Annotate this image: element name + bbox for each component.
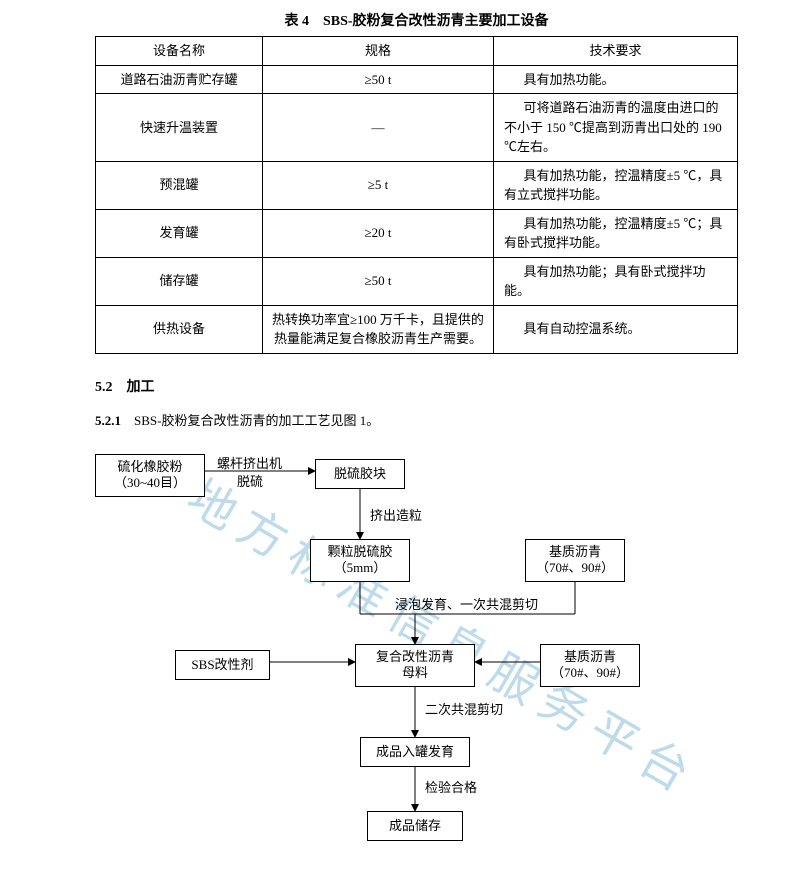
node-sbs-modifier: SBS改性剂 bbox=[175, 650, 270, 681]
para-5-2-1-text: 5.2.1 SBS-胶粉复合改性沥青的加工工艺见图 1。 bbox=[95, 413, 379, 428]
th-spec: 规格 bbox=[262, 37, 493, 66]
cell-spec: 热转换功率宜≥100 万千卡，且提供的热量能满足复合橡胶沥青生产需要。 bbox=[262, 305, 493, 353]
flowchart: 地方标准信息服务平台 bbox=[95, 449, 735, 849]
cell-spec: — bbox=[262, 94, 493, 162]
node-rubber-powder: 硫化橡胶粉 （30~40目） bbox=[95, 454, 205, 498]
node-tank-develop: 成品入罐发育 bbox=[360, 737, 470, 768]
table-row: 发育罐≥20 t具有加热功能，控温精度±5 ℃；具有卧式搅拌功能。 bbox=[96, 209, 738, 257]
cell-req: 具有自动控温系统。 bbox=[494, 305, 738, 353]
cell-name: 快速升温装置 bbox=[96, 94, 263, 162]
node-l1: 成品储存 bbox=[389, 818, 441, 833]
node-l1: 复合改性沥青 bbox=[376, 649, 454, 664]
edge-label-granulate: 挤出造粒 bbox=[370, 505, 422, 524]
edge-label-second: 二次共混剪切 bbox=[425, 699, 503, 718]
table-header-row: 设备名称 规格 技术要求 bbox=[96, 37, 738, 66]
node-l1: SBS改性剂 bbox=[191, 657, 253, 672]
table-row: 快速升温装置—可将道路石油沥青的温度由进口的不小于 150 ℃提高到沥青出口处的… bbox=[96, 94, 738, 162]
node-desulf-block: 脱硫胶块 bbox=[315, 459, 405, 490]
cell-spec: ≥50 t bbox=[262, 65, 493, 94]
th-req: 技术要求 bbox=[494, 37, 738, 66]
table-row: 储存罐≥50 t具有加热功能；具有卧式搅拌功能。 bbox=[96, 257, 738, 305]
th-name: 设备名称 bbox=[96, 37, 263, 66]
node-l2: （70#、90#） bbox=[536, 560, 614, 575]
table-row: 预混罐≥5 t具有加热功能，控温精度±5 ℃，具有立式搅拌功能。 bbox=[96, 161, 738, 209]
node-l2: （30~40目） bbox=[114, 475, 186, 490]
cell-spec: ≥5 t bbox=[262, 161, 493, 209]
edge-label-qc: 检验合格 bbox=[425, 777, 477, 796]
node-l1: 脱硫胶块 bbox=[334, 466, 386, 481]
para-5-2-1: 5.2.1 SBS-胶粉复合改性沥青的加工工艺见图 1。 bbox=[95, 410, 738, 429]
cell-req: 具有加热功能，控温精度±5 ℃；具有卧式搅拌功能。 bbox=[494, 209, 738, 257]
cell-name: 预混罐 bbox=[96, 161, 263, 209]
node-storage: 成品储存 bbox=[367, 811, 463, 842]
table-row: 供热设备热转换功率宜≥100 万千卡，且提供的热量能满足复合橡胶沥青生产需要。具… bbox=[96, 305, 738, 353]
edge-label-soak: 浸泡发育、一次共混剪切 bbox=[395, 594, 538, 613]
cell-req: 可将道路石油沥青的温度由进口的不小于 150 ℃提高到沥青出口处的 190 ℃左… bbox=[494, 94, 738, 162]
node-l2: （70#、90#） bbox=[551, 665, 629, 680]
cell-name: 道路石油沥青贮存罐 bbox=[96, 65, 263, 94]
cell-name: 供热设备 bbox=[96, 305, 263, 353]
cell-spec: ≥50 t bbox=[262, 257, 493, 305]
node-granule: 颗粒脱硫胶 （5mm） bbox=[310, 539, 410, 583]
node-l1: 基质沥青 bbox=[549, 544, 601, 559]
node-l2: （5mm） bbox=[334, 560, 387, 575]
section-5-2: 5.2 加工 bbox=[95, 376, 738, 396]
node-l1: 基质沥青 bbox=[564, 649, 616, 664]
node-l1: 颗粒脱硫胶 bbox=[327, 544, 392, 559]
cell-name: 储存罐 bbox=[96, 257, 263, 305]
cell-req: 具有加热功能，控温精度±5 ℃，具有立式搅拌功能。 bbox=[494, 161, 738, 209]
equipment-table: 设备名称 规格 技术要求 道路石油沥青贮存罐≥50 t具有加热功能。快速升温装置… bbox=[95, 36, 738, 354]
node-masterbatch: 复合改性沥青 母料 bbox=[355, 644, 475, 688]
node-base-asphalt-1: 基质沥青 （70#、90#） bbox=[525, 539, 625, 583]
node-l2: 母料 bbox=[402, 665, 428, 680]
node-l1: 硫化橡胶粉 bbox=[117, 459, 182, 474]
cell-spec: ≥20 t bbox=[262, 209, 493, 257]
table-title: 表 4 SBS-胶粉复合改性沥青主要加工设备 bbox=[95, 10, 738, 30]
node-base-asphalt-2: 基质沥青 （70#、90#） bbox=[540, 644, 640, 688]
edge-label-desulf: 脱硫 bbox=[237, 471, 263, 490]
table-row: 道路石油沥青贮存罐≥50 t具有加热功能。 bbox=[96, 65, 738, 94]
cell-req: 具有加热功能；具有卧式搅拌功能。 bbox=[494, 257, 738, 305]
edge-label-extruder: 螺杆挤出机 bbox=[217, 453, 282, 472]
cell-req: 具有加热功能。 bbox=[494, 65, 738, 94]
cell-name: 发育罐 bbox=[96, 209, 263, 257]
node-l1: 成品入罐发育 bbox=[376, 744, 454, 759]
